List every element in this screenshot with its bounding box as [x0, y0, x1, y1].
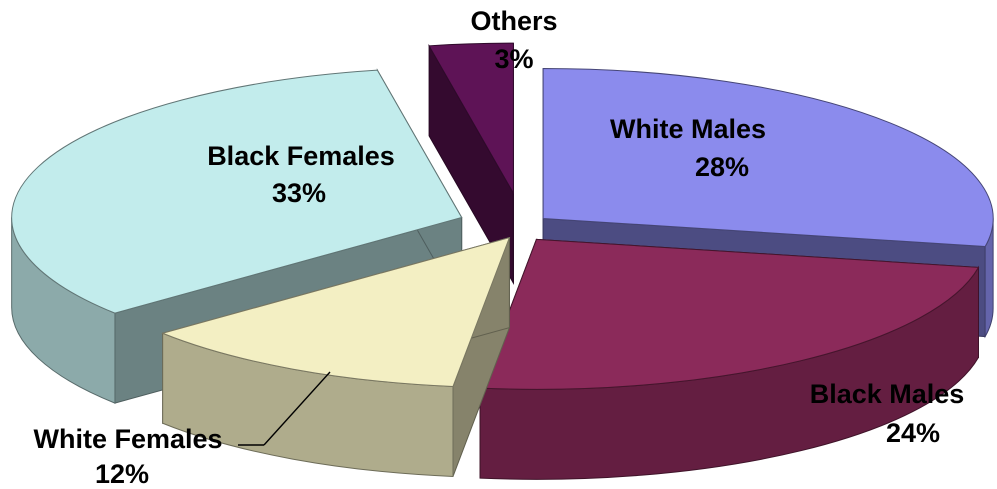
slice-top-black-males	[479, 238, 980, 390]
slice-white-females	[161, 236, 511, 477]
slice-top-white-males	[542, 67, 994, 248]
slice-value-white-males: 28%	[695, 152, 749, 182]
slice-top-white-females	[161, 236, 511, 387]
slice-black-males	[479, 238, 980, 480]
slice-others	[428, 42, 514, 286]
slice-label-white-females: White Females	[33, 424, 222, 454]
slice-value-white-females: 12%	[95, 459, 149, 489]
white-females-leader-line-segment	[263, 371, 331, 446]
slice-top-others	[428, 42, 514, 196]
slice-label-others: Others	[470, 6, 557, 36]
slice-value-black-males: 24%	[886, 418, 940, 448]
slice-label-black-females: Black Females	[207, 141, 395, 171]
slice-label-black-males: Black Males	[810, 379, 965, 409]
slice-value-others: 3%	[494, 44, 533, 74]
slice-label-white-males: White Males	[610, 114, 766, 144]
slice-top-black-females	[11, 69, 463, 314]
slice-value-black-females: 33%	[272, 178, 326, 208]
